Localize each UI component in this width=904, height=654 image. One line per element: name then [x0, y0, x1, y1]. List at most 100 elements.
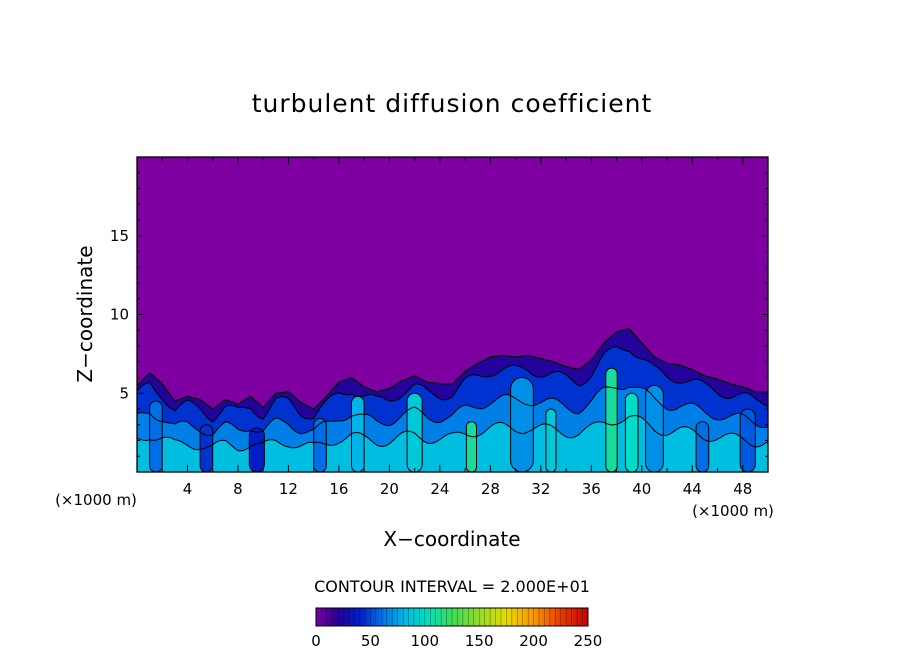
x-unit-left: (×1000 m) — [55, 491, 137, 509]
plume-10 — [605, 368, 618, 472]
colorbar-cell — [447, 608, 453, 626]
colorbar-cell — [520, 608, 525, 626]
y-tick-label: 15 — [110, 227, 129, 245]
colorbar-cell — [554, 608, 559, 626]
colorbar-cell — [452, 608, 457, 626]
colorbar-cell — [511, 608, 517, 626]
colorbar-cell — [379, 608, 385, 626]
colorbar-cell — [515, 608, 521, 626]
colorbar-cell — [490, 608, 495, 626]
x-tick-label: 16 — [329, 480, 348, 498]
plume-12 — [645, 385, 664, 472]
colorbar-cell — [333, 608, 338, 626]
colorbar-cell — [503, 608, 508, 626]
x-tick-label: 24 — [430, 480, 449, 498]
x-tick-label: 48 — [733, 480, 752, 498]
colorbar-cell — [541, 608, 546, 626]
colorbar-frame — [315, 607, 589, 627]
colorbar-cell — [439, 608, 444, 626]
plume-7 — [466, 421, 477, 472]
colorbar-cell — [320, 608, 325, 626]
colorbar-cell — [532, 608, 538, 626]
contour-line-2 — [136, 346, 769, 423]
colorbar-cell — [486, 608, 491, 626]
y-axis-label: Z−coordinate — [73, 245, 97, 382]
colorbar-cell — [413, 608, 419, 626]
colorbar-cell — [583, 608, 589, 626]
colorbar-cell — [350, 608, 355, 626]
colorbar-tick-labels: 0 50 100 150 200 250 — [311, 632, 602, 650]
x-tick-label: 20 — [380, 480, 399, 498]
colorbar-cell — [571, 608, 576, 626]
colorbar-cell — [384, 608, 389, 626]
colorbar-cell — [456, 608, 461, 626]
x-tick-label: 28 — [481, 480, 500, 498]
plume-8 — [510, 377, 534, 472]
colorbar-cell — [405, 608, 410, 626]
colorbar-cell — [549, 608, 555, 626]
x-tick-label: 36 — [582, 480, 601, 498]
diffusion-field — [137, 157, 768, 473]
x-tick-label: 44 — [683, 480, 702, 498]
colorbar-cell — [477, 608, 483, 626]
colorbar-tick-label: 200 — [519, 632, 548, 650]
plume-1 — [149, 401, 163, 472]
colorbar-cell — [337, 608, 342, 626]
contour-line-1 — [136, 328, 768, 410]
colorbar-cell — [494, 608, 500, 626]
colorbar-cell — [375, 608, 381, 626]
colorbar-cell — [558, 608, 563, 626]
colorbar-cell — [566, 608, 572, 626]
x-unit-right: (×1000 m) — [692, 502, 774, 520]
colorbar-cell — [418, 608, 423, 626]
plume-13 — [696, 421, 709, 472]
colorbar-cell — [354, 608, 359, 626]
colorbar-cell — [469, 608, 474, 626]
contour-interval-label: CONTOUR INTERVAL = 2.000E+01 — [314, 577, 590, 596]
plume-2 — [200, 424, 213, 473]
x-tick-label: 4 — [183, 480, 193, 498]
colorbar-cell — [316, 608, 321, 626]
x-axis-label: X−coordinate — [383, 527, 520, 551]
colorbar-cell — [579, 608, 585, 626]
colorbar-cell — [430, 608, 436, 626]
colorbar-cell — [524, 608, 529, 626]
colorbar-cell — [371, 608, 376, 626]
colorbar-cell — [392, 608, 398, 626]
colorbar-cell — [575, 608, 580, 626]
plume-3 — [249, 427, 265, 472]
colorbar-cell — [341, 608, 347, 626]
x-tick-label: 12 — [279, 480, 298, 498]
colorbar-cell — [426, 608, 432, 626]
colorbar-cell — [409, 608, 415, 626]
colorbar-cell — [443, 608, 449, 626]
plume-14 — [740, 409, 756, 472]
colorbar-cell — [545, 608, 551, 626]
colorbar-cell — [481, 608, 487, 626]
colorbar-cell — [422, 608, 427, 626]
colorbar-cell — [345, 608, 351, 626]
x-tick-label: 32 — [531, 480, 550, 498]
colorbar-tick-label: 150 — [465, 632, 494, 650]
colorbar-cell — [473, 608, 478, 626]
colorbar-cell — [328, 608, 334, 626]
colorbar-cell — [528, 608, 534, 626]
plume-4 — [313, 418, 327, 472]
colorbar-cell — [367, 608, 372, 626]
colorbar-cell — [388, 608, 393, 626]
colorbar-tick-label: 100 — [410, 632, 439, 650]
colorbar-cell — [435, 608, 440, 626]
colorbar-tick-label: 250 — [574, 632, 603, 650]
y-tick-label: 10 — [110, 306, 129, 324]
y-axis-ticks: 5 10 15 — [110, 172, 768, 457]
chart-title: turbulent diffusion coefficient — [252, 89, 653, 118]
colorbar-cell — [507, 608, 512, 626]
y-tick-label: 5 — [119, 384, 129, 402]
colorbar-tick-label: 50 — [361, 632, 380, 650]
x-tick-label: 40 — [632, 480, 651, 498]
x-axis-ticks: 4 8 12 16 20 24 28 32 36 40 44 48 — [161, 157, 752, 498]
colorbar-cell — [464, 608, 470, 626]
colorbar-tick-label: 0 — [311, 632, 321, 650]
